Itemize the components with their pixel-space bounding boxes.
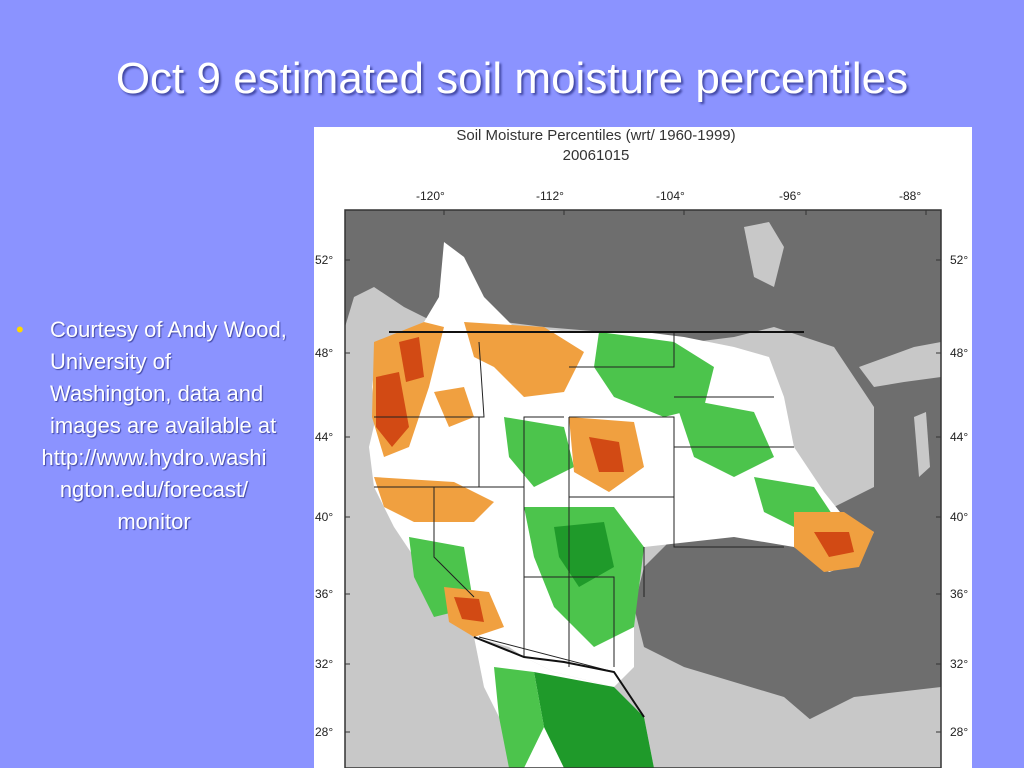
lat-tick-label-left: 32° [315,657,334,671]
axis-ticks [345,210,941,733]
lat-tick-label-right: 52° [950,253,969,267]
lat-tick-label-right: 48° [950,346,969,360]
lat-tick-label-left: 48° [315,346,334,360]
wet-area [674,397,774,477]
lon-tick-label: -96° [779,189,802,203]
lat-tick-label-right: 32° [950,657,969,671]
lat-tick-label-right: 40° [950,510,969,524]
mexico-domain [474,637,654,768]
dry-area [569,417,644,492]
lat-tick-label-left: 52° [315,253,334,267]
dry-area [372,322,444,457]
lat-tick-label-left: 44° [315,430,334,444]
url-line-1: http://www.hydro.washi [41,445,267,470]
gulf-area [784,687,941,768]
very-dry-area [376,372,409,447]
dry-area [434,387,474,427]
lat-tick-label-right: 44° [950,430,969,444]
wet-area [594,332,714,417]
lake-shape [859,342,941,387]
soil-moisture-map [344,209,942,768]
ocean-area [345,210,941,768]
very-dry-area [399,337,424,382]
map-canvas [345,210,941,768]
dry-area [374,477,494,522]
slide-title: Oct 9 estimated soil moisture percentile… [115,54,909,103]
lon-tick-label: -120° [416,189,445,203]
url-line-3: monitor [117,509,191,534]
lat-tick-label-right: 36° [950,587,969,601]
lon-tick-label: -112° [536,189,564,203]
lake-shape [914,412,930,477]
very-dry-area [814,532,854,557]
lat-tick-label-right: 28° [950,725,969,739]
state-boundaries [374,331,794,718]
wet-area [504,417,574,487]
lat-tick-label-left: 40° [315,510,334,524]
lat-tick-label-left: 28° [315,725,334,739]
very-wet-area [554,522,614,587]
dry-area [444,587,504,637]
very-wet-area [534,672,654,768]
dry-area [464,322,584,397]
lat-tick-label-left: 36° [315,587,334,601]
domain-land [369,242,874,687]
url-line-2: ngton.edu/forecast/ [59,477,249,502]
map-title: Soil Moisture Percentiles (wrt/ 1960-199… [456,127,736,144]
lake-shape [744,222,784,287]
lon-tick-label: -88° [899,189,922,203]
wet-area [409,537,474,617]
bullet-dot-icon: • [16,317,24,342]
map-date: 20061015 [562,147,630,164]
dry-area [794,512,874,572]
bullet-item: • Courtesy of Andy Wood, University of W… [14,314,294,442]
wet-area [754,477,834,527]
very-dry-area [589,437,624,472]
outside-domain-land [345,210,941,768]
wet-area [524,507,644,647]
bullet-list: • Courtesy of Andy Wood, University of W… [14,314,294,538]
lon-tick-label: -104° [656,189,685,203]
source-url[interactable]: http://www.hydro.washi ngton.edu/forecas… [14,442,294,538]
map-frame [344,209,942,768]
soil-moisture-map-panel: Soil Moisture Percentiles (wrt/ 1960-199… [314,127,972,768]
wet-area [494,667,544,768]
bullet-text: Courtesy of Andy Wood, University of Was… [50,317,287,438]
us-mexico-border [473,636,645,718]
very-dry-area [454,597,484,622]
